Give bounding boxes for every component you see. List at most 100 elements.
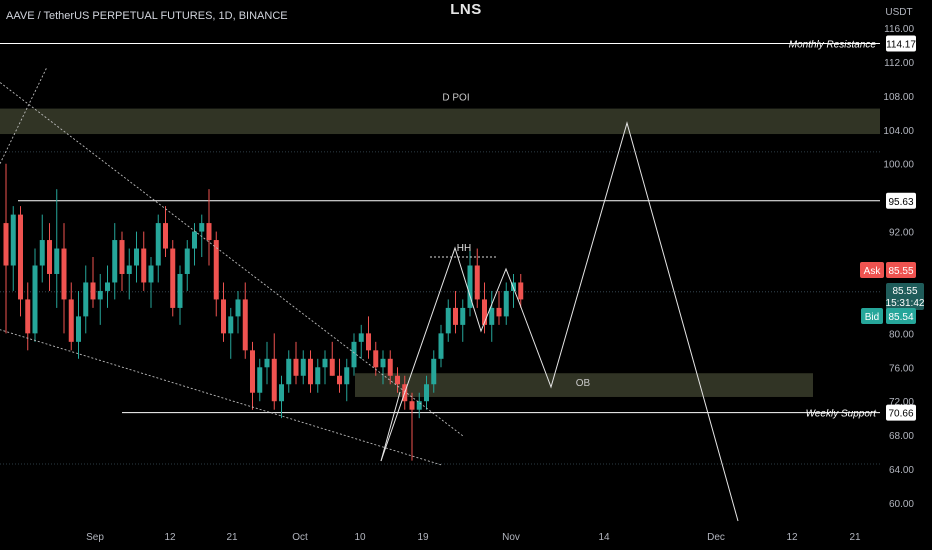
candle-body bbox=[395, 375, 400, 385]
currency-label: USDT bbox=[885, 7, 912, 18]
monthly-resistance-label: Monthly Resistance bbox=[789, 40, 877, 51]
ask-label-tag-text: Ask bbox=[864, 266, 882, 277]
candle-body bbox=[264, 358, 270, 368]
candle-body bbox=[293, 358, 299, 376]
level-95-tag-bg bbox=[886, 192, 916, 209]
x-tick-label: 12 bbox=[786, 532, 798, 543]
weekly-support-tag-text: 70.66 bbox=[888, 409, 913, 420]
hh-label: HH bbox=[457, 243, 471, 254]
candle-body bbox=[184, 248, 190, 274]
last-price-bg bbox=[886, 283, 924, 310]
candle-body bbox=[192, 231, 197, 249]
candle-body bbox=[380, 358, 386, 368]
candle-body bbox=[97, 290, 103, 300]
d-poi-label: D POI bbox=[442, 93, 469, 104]
candle-body bbox=[315, 367, 321, 385]
y-tick-label: 64.00 bbox=[889, 465, 914, 476]
candle-body bbox=[308, 358, 313, 385]
candle-body bbox=[503, 290, 509, 317]
monthly-resistance-tag-text: 114.17 bbox=[886, 40, 916, 51]
candle-body bbox=[300, 358, 306, 376]
candle-body bbox=[351, 341, 357, 368]
candle-body bbox=[373, 350, 379, 368]
last-price-value: 85.55 bbox=[892, 286, 917, 297]
projection-path[interactable] bbox=[380, 121, 739, 522]
candle-body bbox=[460, 307, 466, 325]
ask-label-tag-bg bbox=[860, 262, 884, 278]
y-tick-label: 100.00 bbox=[883, 160, 914, 171]
candle-body bbox=[489, 307, 495, 325]
candle-body bbox=[148, 265, 154, 283]
candle-body bbox=[141, 248, 147, 283]
candle-body bbox=[467, 265, 473, 308]
monthly-resistance-tag-bg bbox=[886, 35, 916, 52]
candle-body bbox=[286, 358, 292, 385]
ask-value-tag-bg bbox=[886, 262, 916, 278]
weekly-support-tag-bg bbox=[886, 404, 916, 421]
candle-body bbox=[228, 316, 234, 334]
candle-body bbox=[25, 299, 31, 334]
candle-body bbox=[387, 358, 393, 376]
weekly-support-tag[interactable]: 70.66 bbox=[886, 404, 916, 421]
x-tick-label: 14 bbox=[598, 532, 610, 543]
y-tick-label: 104.00 bbox=[883, 126, 914, 137]
x-tick-label: 21 bbox=[226, 532, 238, 543]
candle-body bbox=[134, 248, 139, 266]
candle-body bbox=[518, 282, 524, 300]
candle-body bbox=[474, 265, 480, 300]
x-tick-label: 10 bbox=[354, 532, 366, 543]
bid-value-tag[interactable]: 85.54 bbox=[886, 308, 916, 324]
level-95-tag[interactable]: 95.63 bbox=[886, 192, 916, 209]
y-tick-label: 76.00 bbox=[889, 363, 914, 374]
x-tick-label: Dec bbox=[707, 532, 725, 543]
y-tick-label: 60.00 bbox=[889, 499, 914, 510]
candle-body bbox=[206, 223, 212, 241]
candle-body bbox=[39, 240, 45, 266]
candle-body bbox=[337, 375, 342, 385]
candle-body bbox=[279, 384, 284, 402]
bid-label-tag[interactable]: Bid bbox=[861, 308, 883, 324]
candle-body bbox=[445, 307, 451, 334]
ob-label: OB bbox=[576, 378, 591, 389]
ask-label-tag[interactable]: Ask bbox=[860, 262, 884, 278]
candle-body bbox=[119, 240, 125, 274]
candle-body bbox=[358, 333, 364, 342]
candle-body bbox=[482, 299, 487, 325]
y-tick-label: 116.00 bbox=[884, 24, 914, 35]
candle-body bbox=[61, 248, 67, 300]
candle-body bbox=[126, 265, 132, 274]
wedge-upper-trendline[interactable] bbox=[0, 70, 464, 437]
bid-value-tag-text: 85.54 bbox=[888, 312, 913, 323]
level-95-tag-text: 95.63 bbox=[888, 197, 913, 208]
candle-body bbox=[76, 316, 81, 342]
monthly-resistance-tag[interactable]: 114.17 bbox=[886, 35, 916, 52]
candle-body bbox=[3, 223, 9, 266]
y-tick-label: 80.00 bbox=[889, 329, 914, 340]
candle-body bbox=[453, 307, 458, 325]
x-tick-label: 19 bbox=[417, 532, 429, 543]
candle-body bbox=[424, 384, 429, 402]
candle-body bbox=[235, 299, 241, 317]
candle-body bbox=[105, 282, 110, 291]
candle-body bbox=[32, 265, 38, 334]
candle-body bbox=[496, 307, 502, 317]
projection-start bbox=[380, 391, 401, 462]
candle-body bbox=[47, 240, 52, 274]
candle-body bbox=[68, 299, 74, 342]
candle-body bbox=[271, 358, 277, 402]
candle-body bbox=[431, 358, 437, 385]
candle-body bbox=[112, 240, 118, 283]
x-tick-label: 12 bbox=[164, 532, 176, 543]
cross-trendline[interactable] bbox=[0, 66, 48, 164]
candle-body bbox=[18, 214, 23, 300]
candle-body bbox=[366, 333, 371, 351]
y-tick-label: 68.00 bbox=[889, 431, 914, 442]
candle-body bbox=[170, 248, 176, 308]
ask-value-tag-text: 85.55 bbox=[888, 266, 913, 277]
candle-body bbox=[329, 358, 335, 376]
y-tick-label: 108.00 bbox=[883, 92, 914, 103]
ask-value-tag[interactable]: 85.55 bbox=[886, 262, 916, 278]
candle-body bbox=[242, 299, 248, 351]
